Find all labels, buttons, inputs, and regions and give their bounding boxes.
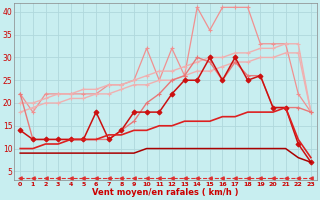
X-axis label: Vent moyen/en rafales ( km/h ): Vent moyen/en rafales ( km/h )	[92, 188, 239, 197]
